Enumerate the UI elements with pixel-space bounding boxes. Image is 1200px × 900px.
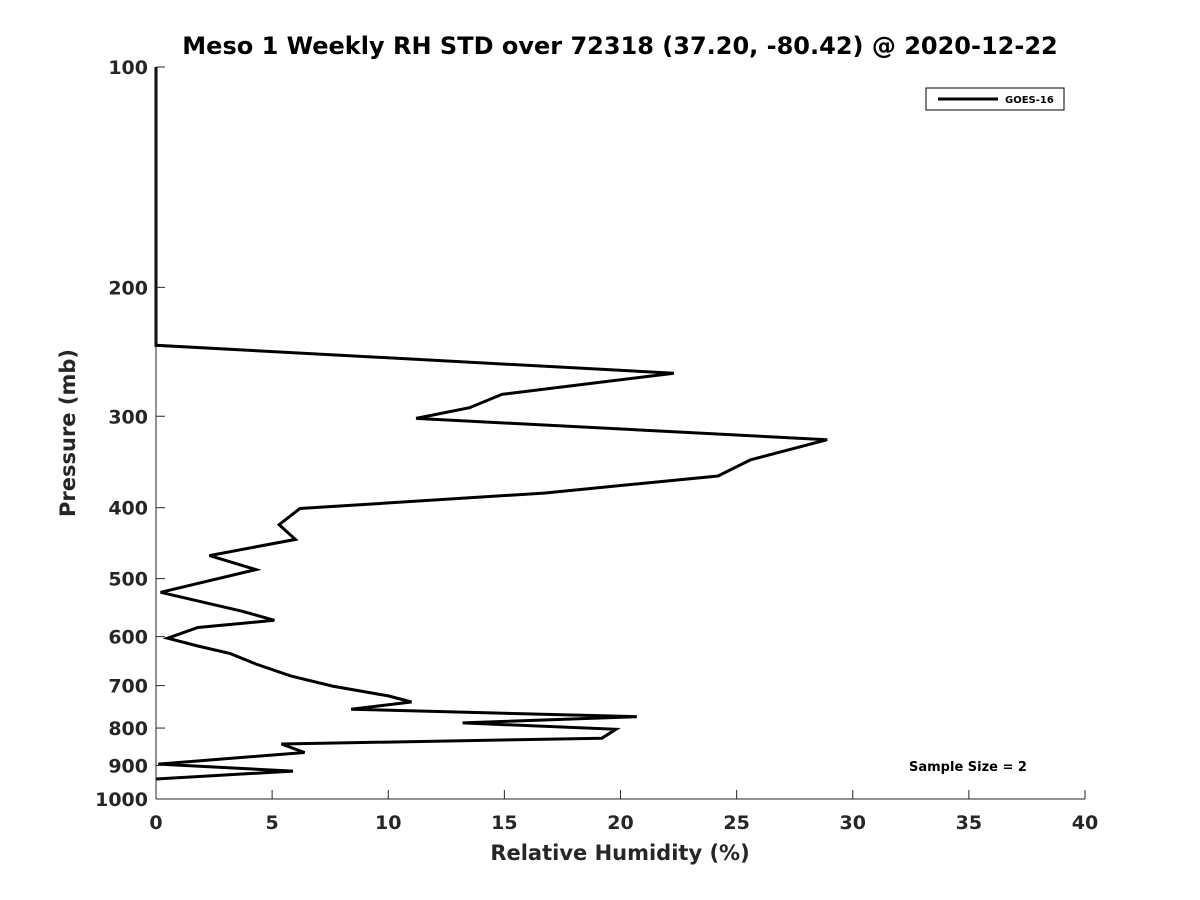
x-tick-label: 5 [266,812,279,834]
plot-area [154,67,828,781]
y-tick-label: 100 [108,57,148,79]
legend: GOES-16 [925,87,1065,111]
legend-label-goes-16: GOES-16 [1005,95,1054,106]
x-tick-label: 0 [149,812,162,834]
x-tick-label: 35 [956,812,982,834]
sample-size-annotation: Sample Size = 2 [909,760,1027,775]
y-tick-label: 200 [108,277,148,299]
x-axis-label: Relative Humidity (%) [490,841,749,865]
x-tick-label: 15 [491,812,517,834]
y-tick-label: 300 [108,406,148,428]
y-tick-label: 500 [108,569,148,591]
y-tick-label: 1000 [95,789,148,811]
series-line-goes-16 [154,67,828,781]
y-axis-label: Pressure (mb) [56,349,80,517]
x-tick-label: 20 [607,812,633,834]
x-tick-label: 25 [723,812,749,834]
y-tick-label: 900 [108,756,148,778]
x-tick-label: 40 [1072,812,1098,834]
y-tick-label: 800 [108,718,148,740]
y-tick-label: 700 [108,676,148,698]
x-tick-label: 30 [840,812,866,834]
y-tick-label: 400 [108,498,148,520]
axes: 0 5 10 15 20 25 30 35 40 100 200 300 400 500 600 700 800… [95,57,1098,834]
x-tick-label: 10 [375,812,401,834]
chart-title: Meso 1 Weekly RH STD over 72318 (37.20, … [182,32,1057,60]
y-tick-label: 600 [108,627,148,649]
